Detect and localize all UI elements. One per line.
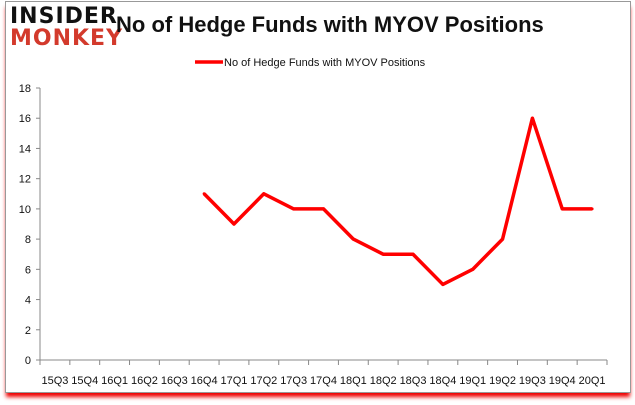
y-tick-label: 8 [25,234,31,246]
data-point [202,192,206,196]
x-tick-label: 18Q4 [429,375,456,387]
logo-line1: INSIDER [10,4,118,29]
data-point [590,207,594,211]
data-point [292,207,296,211]
x-tick-label: 17Q3 [280,375,307,387]
x-tick-label: 18Q3 [400,375,427,387]
data-point [411,252,415,256]
data-point [471,267,475,271]
logo-line2: MONKEY [10,26,124,51]
x-tick-label: 19Q4 [549,375,576,387]
x-tick-label: 19Q1 [459,375,486,387]
data-point [262,192,266,196]
data-point [232,222,236,226]
data-point [381,252,385,256]
x-tick-label: 16Q4 [191,375,218,387]
x-tick-label: 16Q2 [131,375,158,387]
y-tick-label: 16 [19,113,31,125]
y-tick-label: 2 [25,325,31,337]
x-tick-label: 19Q3 [519,375,546,387]
x-tick-label: 16Q1 [101,375,128,387]
x-tick-label: 15Q4 [71,375,98,387]
x-tick-label: 20Q1 [579,375,606,387]
x-tick-label: 16Q3 [161,375,188,387]
x-tick-label: 19Q2 [489,375,516,387]
x-tick-label: 17Q1 [221,375,248,387]
data-point [351,237,355,241]
data-point [560,207,564,211]
data-point [501,237,505,241]
chart-title: No of Hedge Funds with MYOV Positions [116,12,544,37]
y-tick-label: 6 [25,264,31,276]
data-point [441,282,445,286]
insider-monkey-logo: INSIDER MONKEY [10,6,123,50]
x-tick-label: 17Q4 [310,375,337,387]
data-point [322,207,325,211]
chart-frame [5,1,631,393]
y-tick-label: 0 [25,355,31,367]
y-tick-label: 14 [19,143,31,155]
x-tick-label: 15Q3 [41,375,68,387]
x-tick-label: 17Q2 [250,375,277,387]
y-tick-label: 4 [25,295,31,307]
series-line [202,116,593,287]
y-tick-label: 12 [19,174,31,186]
legend-label: No of Hedge Funds with MYOV Positions [224,57,426,69]
x-tick-label: 18Q1 [340,375,367,387]
data-point [530,116,534,120]
y-tick-label: 10 [19,204,31,216]
x-tick-label: 18Q2 [370,375,397,387]
y-tick-label: 18 [19,83,31,95]
